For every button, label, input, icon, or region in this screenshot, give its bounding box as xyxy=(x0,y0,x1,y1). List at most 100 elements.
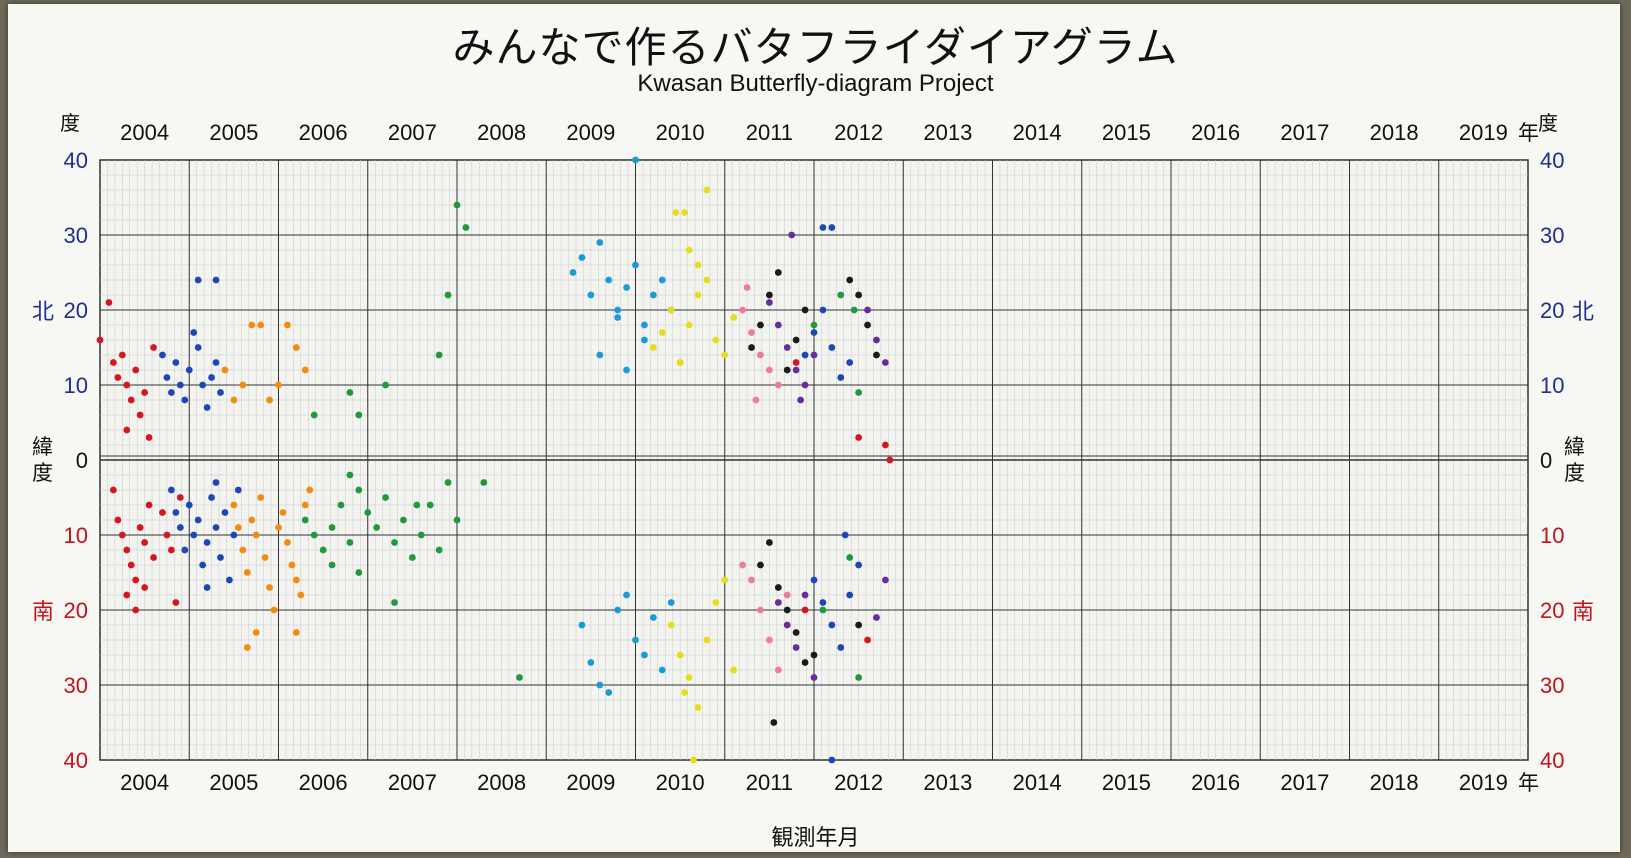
sunspot-point xyxy=(703,276,711,284)
y-tick-label-right: 40 xyxy=(1540,748,1564,773)
sunspot-point xyxy=(355,486,363,494)
sunspot-point xyxy=(230,531,238,539)
sunspot-point xyxy=(783,621,791,629)
sunspot-point xyxy=(516,674,523,681)
sunspot-point xyxy=(797,396,805,404)
sunspot-point xyxy=(266,396,273,404)
sunspot-point xyxy=(748,344,755,351)
sunspot-point xyxy=(355,569,363,576)
sunspot-point xyxy=(873,351,880,359)
sunspot-point xyxy=(578,254,586,261)
y-tick-label-right: 30 xyxy=(1540,673,1564,698)
sunspot-point xyxy=(109,486,117,494)
sunspot-point xyxy=(748,576,755,584)
sunspot-point xyxy=(275,381,282,389)
sunspot-point xyxy=(788,231,796,239)
sunspot-point xyxy=(569,269,577,276)
year-label-top: 2009 xyxy=(566,120,615,145)
latitude-label-left: 度 xyxy=(32,461,53,485)
sunspot-point xyxy=(801,381,809,389)
sunspot-point xyxy=(239,381,247,389)
sunspot-point xyxy=(355,411,363,419)
sunspot-point xyxy=(301,501,309,509)
sunspot-point xyxy=(163,374,171,381)
sunspot-point xyxy=(208,494,215,501)
sunspot-point xyxy=(132,576,140,584)
y-tick-label-left: 10 xyxy=(64,373,88,398)
sunspot-point xyxy=(681,689,688,696)
sunspot-point xyxy=(792,366,800,374)
sunspot-point xyxy=(882,576,889,584)
sunspot-point xyxy=(176,381,184,389)
sunspot-point xyxy=(649,291,657,299)
sunspot-point xyxy=(145,434,153,441)
sunspot-point xyxy=(96,336,104,344)
sunspot-point xyxy=(810,351,818,359)
year-label-top: 2014 xyxy=(1013,120,1062,145)
sunspot-point xyxy=(864,636,871,644)
sunspot-point xyxy=(185,501,193,509)
sunspot-point xyxy=(159,509,166,516)
south-label-left: 南 xyxy=(32,600,54,625)
sunspot-point xyxy=(855,674,863,681)
sunspot-point xyxy=(681,209,688,216)
sunspot-point xyxy=(288,561,296,569)
y-tick-label-left: 40 xyxy=(64,148,88,173)
sunspot-point xyxy=(136,524,144,531)
sunspot-point xyxy=(150,554,157,561)
sunspot-point xyxy=(391,539,398,546)
sunspot-point xyxy=(672,209,680,216)
sunspot-point xyxy=(176,524,184,531)
sunspot-point xyxy=(712,336,720,344)
sunspot-point xyxy=(873,336,880,344)
sunspot-point xyxy=(828,224,836,231)
y-tick-label-right: 30 xyxy=(1540,223,1564,248)
sunspot-point xyxy=(444,291,452,299)
sunspot-point xyxy=(855,291,863,299)
year-label-bottom: 2013 xyxy=(923,770,972,795)
sunspot-point xyxy=(292,344,300,351)
sunspot-point xyxy=(346,389,354,396)
x-axis-label: 観測年月 xyxy=(771,826,860,851)
sunspot-point xyxy=(641,651,648,659)
sunspot-point xyxy=(270,606,278,614)
sunspot-point xyxy=(248,321,256,329)
sunspot-point xyxy=(118,351,126,359)
sunspot-point xyxy=(703,636,711,644)
sunspot-point xyxy=(605,689,613,696)
sunspot-point xyxy=(123,591,131,599)
sunspot-point xyxy=(194,276,202,284)
sunspot-point xyxy=(850,306,858,314)
sunspot-point xyxy=(765,291,773,299)
sunspot-point xyxy=(676,359,684,366)
sunspot-point xyxy=(658,276,666,284)
sunspot-point xyxy=(462,224,470,231)
year-suffix-top: 年 xyxy=(1518,121,1539,145)
sunspot-point xyxy=(837,291,845,299)
sunspot-point xyxy=(757,321,764,329)
year-label-bottom: 2008 xyxy=(477,770,526,795)
north-label-left: 北 xyxy=(32,300,54,325)
sunspot-point xyxy=(614,606,622,614)
sunspot-point xyxy=(783,606,791,614)
sunspot-point xyxy=(837,374,845,381)
sunspot-point xyxy=(230,396,238,404)
sunspot-point xyxy=(649,614,657,621)
sunspot-point xyxy=(757,606,764,614)
sunspot-point xyxy=(614,314,622,321)
sunspot-point xyxy=(855,561,863,569)
sunspot-point xyxy=(453,516,461,524)
sunspot-point xyxy=(159,351,166,359)
south-label-right: 南 xyxy=(1572,600,1594,625)
sunspot-point xyxy=(730,314,738,321)
sunspot-point xyxy=(792,336,800,344)
sunspot-point xyxy=(413,501,421,509)
year-label-top: 2005 xyxy=(209,120,258,145)
sunspot-point xyxy=(212,359,220,366)
sunspot-point xyxy=(346,471,354,479)
sunspot-point xyxy=(774,381,782,389)
y-tick-label-left: 0 xyxy=(76,448,88,473)
sunspot-point xyxy=(145,501,153,509)
year-label-top: 2013 xyxy=(923,120,972,145)
sunspot-point xyxy=(172,509,180,516)
